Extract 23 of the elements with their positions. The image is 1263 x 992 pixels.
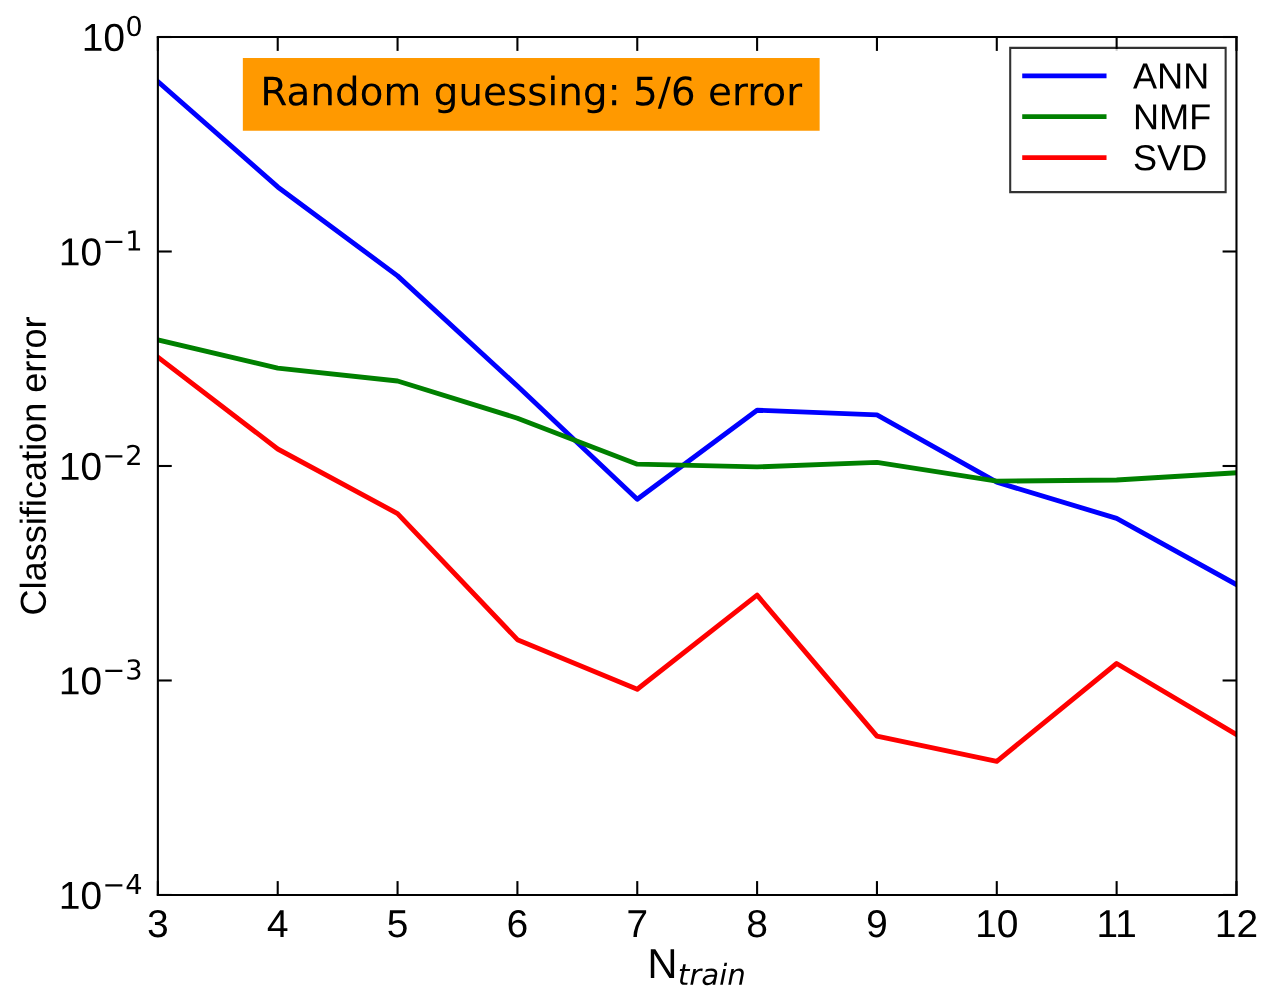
x-tick-label: 12 <box>1217 909 1257 938</box>
y-tick-label: 10$^{−1}$ <box>61 230 141 266</box>
legend-label: ANN <box>1133 63 1207 89</box>
x-axis-title: N$_{train}$ <box>650 949 744 986</box>
y-axis-title: Classification error <box>19 317 47 614</box>
x-tick-label: 10 <box>978 909 1017 938</box>
x-tick-label: 7 <box>628 910 647 938</box>
x-tick-label: 3 <box>148 909 167 938</box>
x-tick-label: 6 <box>508 909 527 938</box>
x-tick-label: 11 <box>1099 910 1135 938</box>
y-tick-label: 10$^{0}$ <box>84 15 141 52</box>
y-tick-label: 10$^{−2}$ <box>61 444 140 481</box>
x-tick-label: 4 <box>267 910 288 938</box>
line-series <box>157 354 1237 764</box>
x-tick-label: 9 <box>867 909 886 938</box>
legend-label: SVD <box>1134 145 1206 171</box>
x-tick-label: 5 <box>388 910 407 938</box>
y-tick-label: 10$^{−4}$ <box>61 874 142 910</box>
line-series <box>157 337 1237 484</box>
annotation: Random guessing: 5/6 error <box>264 75 803 114</box>
y-tick-label: 10$^{−3}$ <box>61 659 141 695</box>
x-tick-label: 8 <box>747 909 767 938</box>
legend-label: NMF <box>1135 104 1210 130</box>
